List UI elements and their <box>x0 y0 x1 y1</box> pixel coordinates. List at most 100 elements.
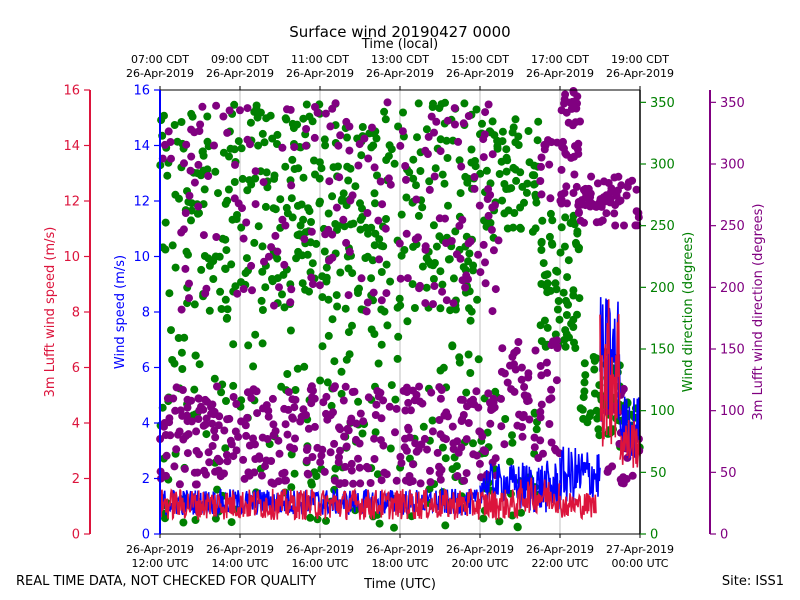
point <box>355 140 364 149</box>
point <box>486 218 495 227</box>
point <box>410 304 419 312</box>
point <box>290 143 299 152</box>
point <box>216 472 225 481</box>
point <box>332 203 341 212</box>
point <box>340 432 349 441</box>
point <box>262 168 271 177</box>
point <box>242 431 251 440</box>
point <box>552 285 561 294</box>
point <box>474 355 483 364</box>
point <box>371 411 380 419</box>
point <box>170 462 179 471</box>
point <box>503 378 512 387</box>
point <box>336 446 344 455</box>
point <box>537 246 546 254</box>
point <box>474 250 483 259</box>
point <box>547 394 556 403</box>
point <box>278 290 286 299</box>
y-tick-label: 12 <box>63 195 80 210</box>
point <box>271 427 280 436</box>
point <box>258 339 267 348</box>
point <box>418 203 427 212</box>
point <box>278 469 287 478</box>
point <box>632 185 641 194</box>
point <box>352 435 360 444</box>
wind-dir-axis: 0 50 100 150 200 250 300 350 <box>640 96 675 543</box>
point <box>402 175 410 184</box>
point <box>469 261 478 270</box>
point <box>186 166 195 175</box>
point <box>217 388 226 397</box>
point <box>397 210 406 219</box>
point <box>280 476 289 485</box>
point <box>375 519 384 528</box>
point <box>401 406 410 415</box>
point <box>421 299 430 308</box>
point <box>563 300 572 309</box>
point <box>294 247 303 256</box>
point <box>188 112 197 121</box>
x-top-tick-label-date: 26-Apr-2019 <box>606 67 674 80</box>
point <box>346 164 355 173</box>
point <box>532 425 541 434</box>
point <box>181 209 190 217</box>
point <box>238 174 247 183</box>
point <box>363 298 372 307</box>
point <box>291 386 300 394</box>
point <box>176 406 185 415</box>
point <box>172 445 181 454</box>
point <box>590 356 599 365</box>
y-tick-label: 350 <box>720 96 745 111</box>
y-tick-label: 350 <box>650 96 675 111</box>
point <box>200 252 209 260</box>
point <box>252 387 261 396</box>
point <box>391 395 400 404</box>
point <box>191 351 200 360</box>
point <box>342 442 351 451</box>
y-tick-label: 0 <box>72 528 80 543</box>
point <box>418 262 427 271</box>
point <box>476 268 485 277</box>
point <box>227 260 236 269</box>
x-top-tick-label-time: 19:00 CDT <box>611 53 669 66</box>
point <box>396 452 405 461</box>
point <box>524 127 533 135</box>
point <box>281 420 290 429</box>
point <box>196 120 205 129</box>
point <box>280 303 289 312</box>
point <box>471 162 480 171</box>
x-top-tick-label-time: 09:00 CDT <box>211 53 269 66</box>
point <box>304 470 313 479</box>
point <box>426 478 435 487</box>
point <box>489 246 498 255</box>
point <box>364 154 373 163</box>
point <box>370 189 379 198</box>
point <box>545 420 554 428</box>
point <box>383 321 392 330</box>
point <box>567 104 576 113</box>
wind-speed-axis: 0 2 4 6 8 10 12 14 16 <box>133 84 160 543</box>
point <box>493 144 502 153</box>
y-tick-label: 4 <box>72 417 80 432</box>
point <box>379 396 388 405</box>
point <box>467 307 476 316</box>
point <box>308 117 317 126</box>
point <box>514 338 523 346</box>
point <box>555 315 564 324</box>
point <box>354 161 363 170</box>
point <box>500 180 509 188</box>
point <box>323 415 332 424</box>
point <box>436 475 445 484</box>
y-tick-label: 100 <box>720 404 745 419</box>
point <box>198 147 207 156</box>
x-top-tick-label-date: 26-Apr-2019 <box>446 67 514 80</box>
point <box>395 239 404 248</box>
point <box>358 204 366 213</box>
point <box>382 289 391 298</box>
point <box>184 197 193 206</box>
point <box>546 194 555 203</box>
point <box>344 176 353 185</box>
point <box>377 340 386 349</box>
point <box>607 184 616 193</box>
y-tick-label: 300 <box>720 158 745 173</box>
